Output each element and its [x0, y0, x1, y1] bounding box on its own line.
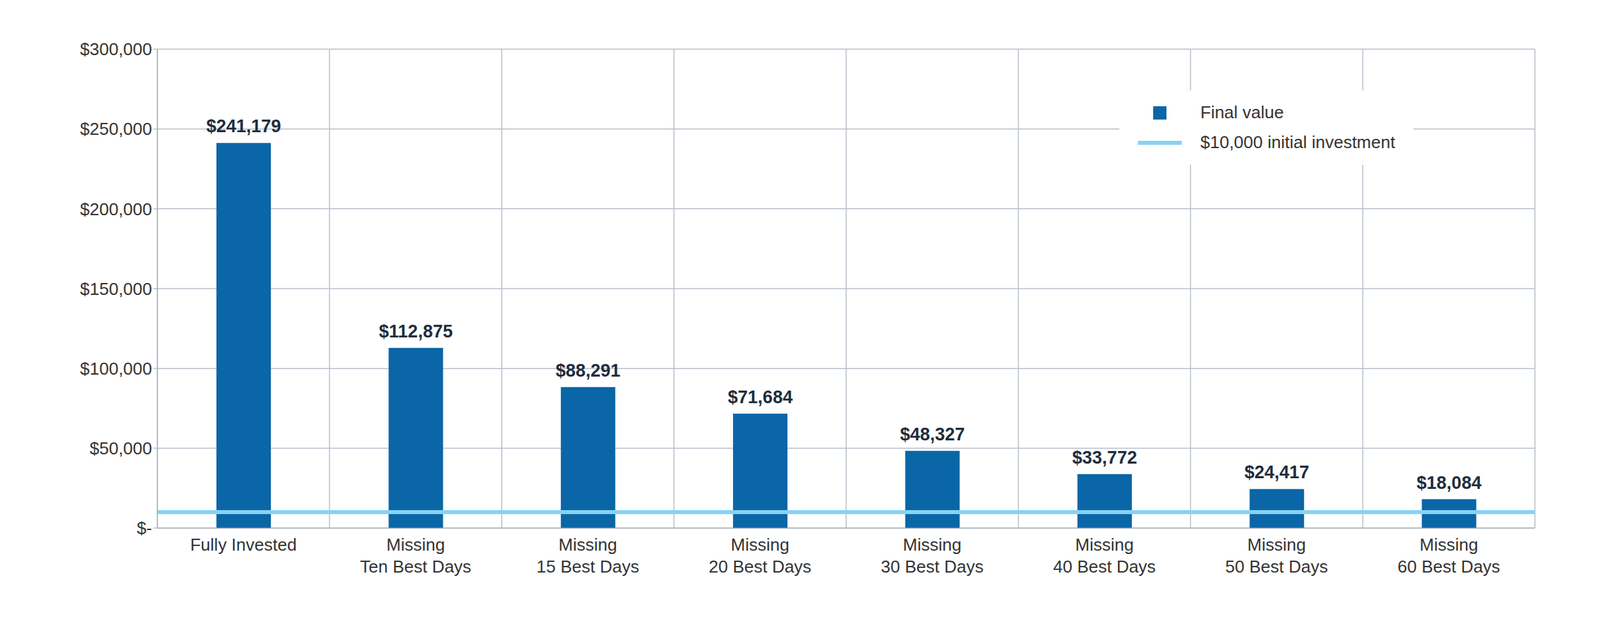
- svg-text:$300,000: $300,000: [80, 39, 153, 60]
- svg-text:$48,327: $48,327: [900, 424, 966, 445]
- svg-text:$-: $-: [136, 517, 153, 538]
- svg-text:MissingTen Best Days: MissingTen Best Days: [359, 534, 472, 577]
- svg-text:$24,417: $24,417: [1244, 462, 1310, 482]
- svg-text:Missing20 Best Days: Missing20 Best Days: [708, 534, 812, 577]
- svg-text:$50,000: $50,000: [89, 438, 153, 459]
- svg-text:Missing40 Best Days: Missing40 Best Days: [1052, 534, 1156, 577]
- html-text:$10,000 initial investment: $10,000 initial investment: [1200, 132, 1396, 153]
- svg-text:$88,291: $88,291: [555, 360, 621, 381]
- svg-text:$200,000: $200,000: [80, 199, 153, 220]
- svg-text:$241,179: $241,179: [206, 116, 282, 137]
- svg-text:$112,875: $112,875: [379, 321, 453, 342]
- svg-text:$100,000: $100,000: [80, 358, 153, 379]
- svg-text:$150,000: $150,000: [80, 278, 153, 299]
- svg-text:Missing15 Best Days: Missing15 Best Days: [536, 534, 640, 577]
- svg-text:Fully Invested: Fully Invested: [189, 534, 297, 555]
- svg-text:$71,684: $71,684: [727, 387, 793, 407]
- svg-text:Missing60 Best Days: Missing60 Best Days: [1397, 534, 1501, 577]
- svg-text:Missing50 Best Days: Missing50 Best Days: [1225, 534, 1329, 577]
- svg-text:$18,084: $18,084: [1416, 472, 1482, 493]
- svg-text:Missing30 Best Days: Missing30 Best Days: [880, 534, 984, 577]
- html-text:Final value: Final value: [1200, 102, 1284, 123]
- svg-text:$250,000: $250,000: [80, 118, 153, 139]
- svg-text:$33,772: $33,772: [1072, 447, 1138, 468]
